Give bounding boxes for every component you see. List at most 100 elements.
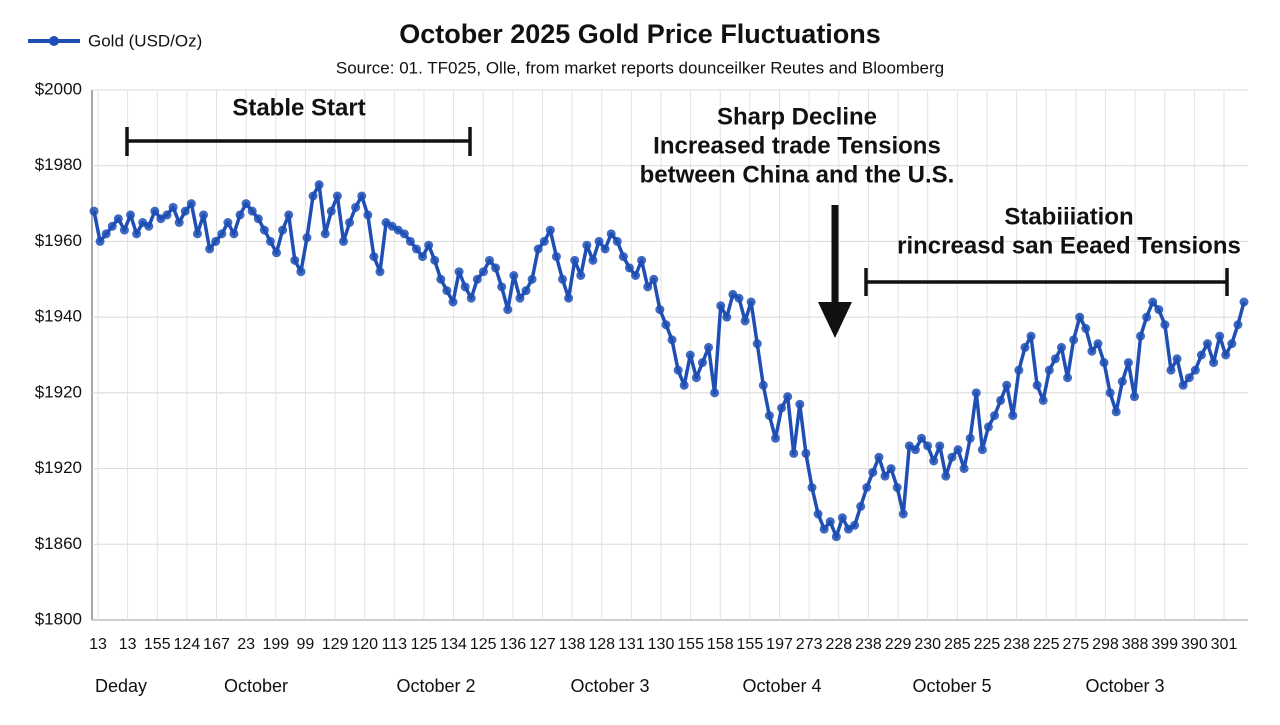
data-point: [466, 293, 476, 303]
data-point: [241, 199, 251, 209]
x-tick-label: 230: [914, 636, 941, 653]
data-point: [618, 252, 628, 262]
legend-marker: [49, 36, 59, 46]
period-label: October 4: [742, 676, 821, 696]
data-point: [533, 244, 543, 254]
data-point: [1063, 373, 1073, 383]
chart-title: October 2025 Gold Price Fluctuations: [399, 19, 881, 49]
period-label: October 5: [912, 676, 991, 696]
data-point: [132, 229, 142, 239]
data-point: [497, 282, 507, 292]
data-point: [813, 509, 823, 519]
legend-label: Gold (USD/Oz): [88, 31, 202, 50]
data-point: [807, 483, 817, 492]
data-point: [898, 509, 908, 519]
x-tick-label: 131: [618, 636, 645, 653]
data-point: [655, 305, 665, 315]
data-point: [837, 513, 847, 523]
data-point: [150, 206, 160, 216]
x-tick-label: 134: [440, 636, 467, 653]
data-point: [886, 464, 896, 474]
x-tick-label: 13: [89, 636, 107, 653]
chart-subtitle: Source: 01. TF025, Olle, from market rep…: [336, 58, 944, 77]
data-point: [107, 221, 117, 231]
data-point: [1056, 342, 1066, 352]
data-point: [1026, 331, 1036, 341]
x-tick-label: 225: [974, 636, 1001, 653]
data-point: [162, 210, 172, 220]
data-point: [704, 342, 714, 352]
x-tick-label: 301: [1211, 636, 1238, 653]
data-point: [710, 388, 720, 398]
data-point: [302, 233, 312, 243]
data-point: [740, 316, 750, 326]
data-point: [758, 380, 768, 390]
data-point: [789, 448, 799, 458]
data-point: [576, 271, 586, 280]
x-tick-label: 197: [766, 636, 793, 653]
data-point: [1196, 350, 1206, 360]
data-point: [332, 191, 342, 201]
annotation: rincreasd san Eeaed Tensions: [897, 232, 1241, 259]
data-point: [1184, 373, 1194, 383]
data-point: [923, 441, 933, 451]
data-point: [351, 202, 361, 212]
data-point: [113, 214, 123, 224]
data-point: [503, 305, 513, 315]
data-point: [314, 180, 324, 190]
x-tick-label: 130: [648, 636, 675, 653]
data-point: [235, 210, 245, 220]
data-point: [600, 244, 610, 254]
data-point: [667, 335, 677, 345]
data-point: [947, 452, 957, 462]
data-point: [545, 225, 555, 235]
x-tick-label: 125: [411, 636, 438, 653]
x-tick-label: 113: [382, 636, 408, 653]
data-point: [436, 274, 446, 284]
data-point: [1111, 407, 1121, 417]
data-point: [460, 282, 470, 292]
data-point: [223, 218, 233, 227]
data-point: [1099, 358, 1109, 368]
data-point: [290, 255, 300, 265]
data-point: [990, 411, 1000, 421]
data-point: [1129, 392, 1139, 402]
y-tick-label: $1920: [35, 458, 82, 477]
data-point: [917, 433, 927, 443]
x-tick-label: 275: [1062, 636, 1089, 653]
data-point: [174, 218, 184, 227]
x-tick-label: 285: [944, 636, 971, 653]
y-tick-label: $1920: [35, 382, 82, 401]
annotation: Stabiiiation: [1004, 203, 1133, 230]
data-point: [1148, 297, 1158, 307]
data-point: [320, 229, 330, 239]
data-point: [606, 229, 616, 239]
data-point: [1209, 358, 1219, 368]
data-point: [941, 471, 951, 481]
data-point: [868, 467, 878, 477]
y-tick-label: $1980: [35, 155, 82, 174]
data-point: [716, 301, 726, 311]
x-tick-label: 298: [1092, 636, 1119, 653]
data-point: [551, 252, 561, 262]
data-point: [1075, 312, 1085, 322]
x-tick-label: 388: [1122, 636, 1149, 653]
x-tick-label: 13: [119, 636, 137, 653]
data-point: [199, 210, 209, 220]
period-label: October: [224, 676, 288, 696]
x-tick-label: 99: [297, 636, 315, 653]
data-point: [612, 236, 622, 246]
data-point: [1154, 305, 1164, 315]
data-point: [1087, 346, 1097, 356]
data-point: [1190, 365, 1200, 375]
data-point: [734, 293, 744, 303]
data-point: [685, 350, 695, 360]
x-tick-label: 158: [707, 636, 734, 653]
data-point: [308, 191, 318, 201]
data-point: [673, 365, 683, 375]
data-point: [801, 448, 811, 458]
data-point: [777, 403, 787, 413]
data-point: [296, 267, 306, 277]
data-point: [472, 274, 482, 284]
